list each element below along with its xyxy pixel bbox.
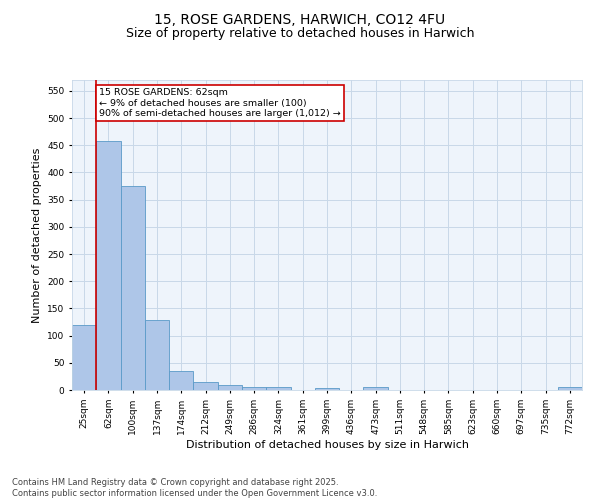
Bar xyxy=(558,388,582,390)
Text: 15 ROSE GARDENS: 62sqm
← 9% of detached houses are smaller (100)
90% of semi-det: 15 ROSE GARDENS: 62sqm ← 9% of detached … xyxy=(99,88,341,118)
Bar xyxy=(218,384,242,390)
Bar xyxy=(96,142,121,390)
Bar xyxy=(72,324,96,390)
X-axis label: Distribution of detached houses by size in Harwich: Distribution of detached houses by size … xyxy=(185,440,469,450)
Bar xyxy=(169,371,193,390)
Bar xyxy=(266,386,290,390)
Y-axis label: Number of detached properties: Number of detached properties xyxy=(32,148,41,322)
Text: 15, ROSE GARDENS, HARWICH, CO12 4FU: 15, ROSE GARDENS, HARWICH, CO12 4FU xyxy=(154,12,446,26)
Bar xyxy=(145,320,169,390)
Text: Contains HM Land Registry data © Crown copyright and database right 2025.
Contai: Contains HM Land Registry data © Crown c… xyxy=(12,478,377,498)
Bar xyxy=(364,388,388,390)
Bar xyxy=(193,382,218,390)
Bar xyxy=(242,388,266,390)
Bar xyxy=(121,186,145,390)
Text: Size of property relative to detached houses in Harwich: Size of property relative to detached ho… xyxy=(126,28,474,40)
Bar xyxy=(315,388,339,390)
